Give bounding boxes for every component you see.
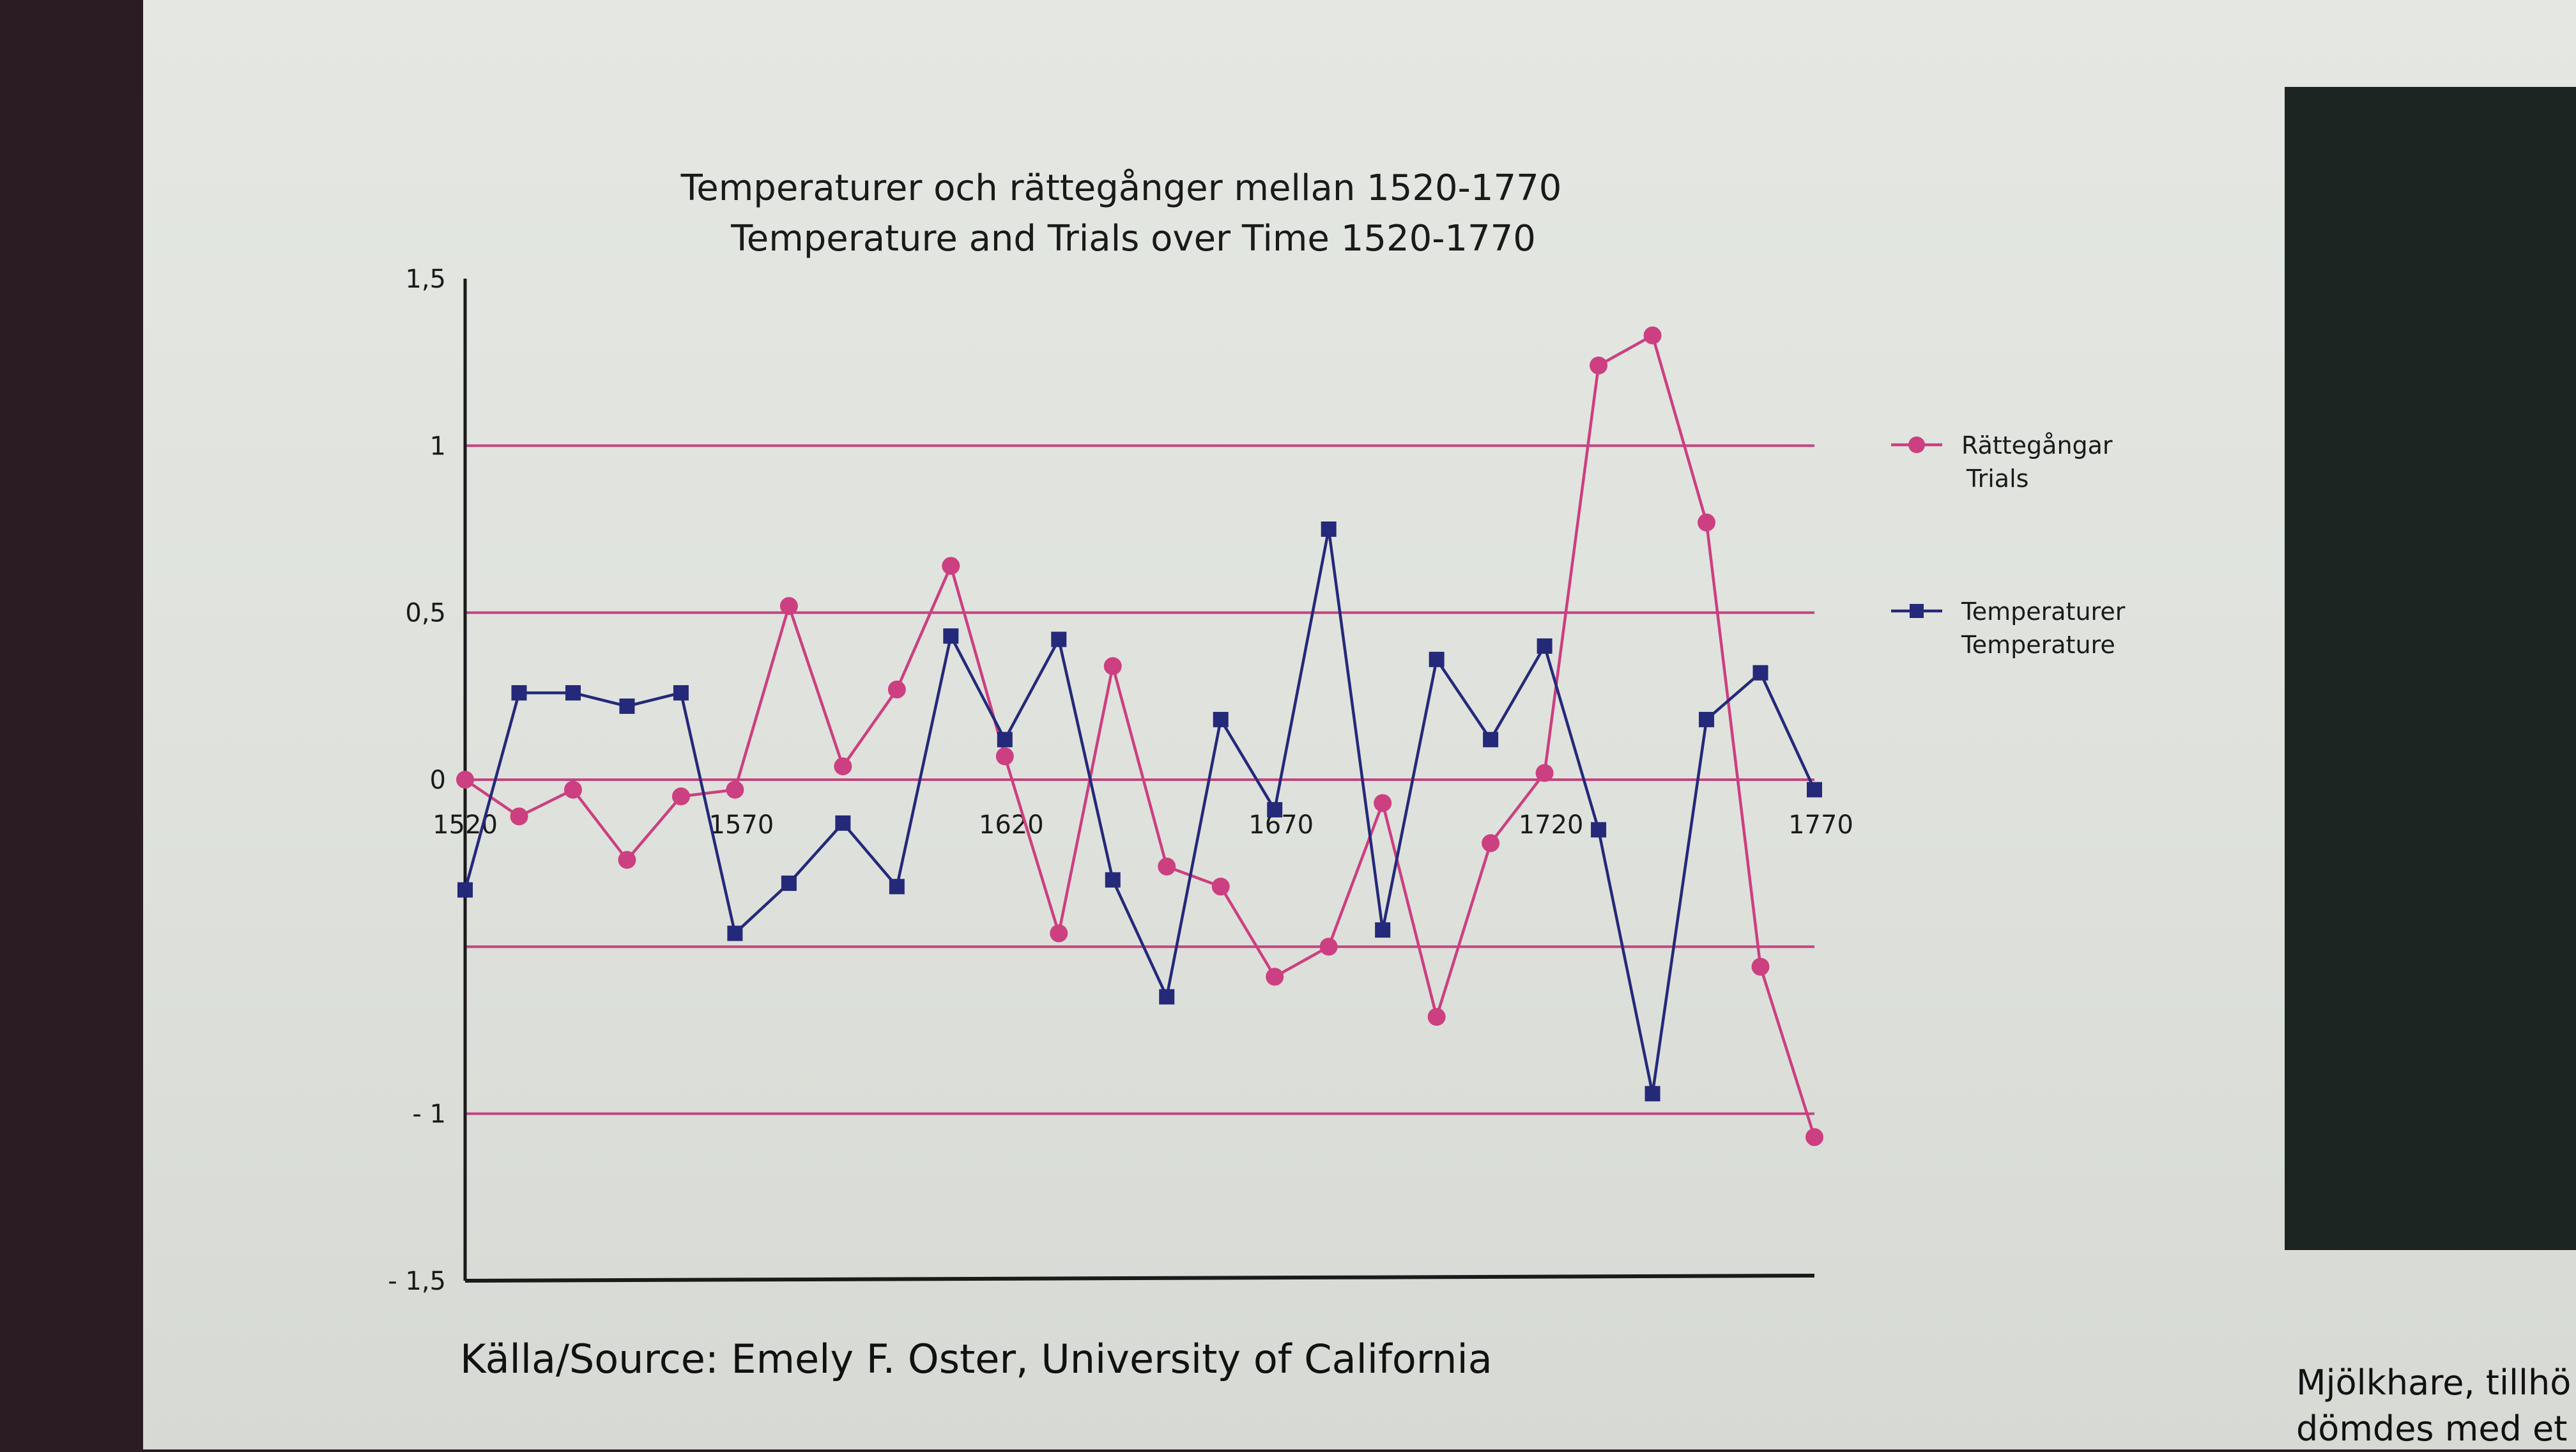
exhibit-photo — [2285, 87, 2576, 1250]
temperature-point — [1159, 989, 1175, 1005]
temperature-point — [889, 879, 905, 895]
trial-point — [456, 771, 474, 789]
trial-point — [1643, 326, 1662, 344]
chart-title: Temperaturer och rättegånger mellan 1520… — [680, 167, 1562, 209]
temperature-point — [997, 732, 1013, 748]
series-group — [456, 326, 1823, 1147]
trial-point — [564, 780, 582, 799]
trial-point — [1158, 857, 1176, 876]
source-credit: Källa/Source: Emely F. Oster, University… — [460, 1336, 1492, 1382]
series-trials — [456, 326, 1823, 1147]
temperature-point — [1051, 631, 1067, 647]
temperature-point — [1537, 638, 1552, 654]
legend: Rättegångar Trials Temperaturer Temperature — [1891, 431, 2126, 659]
y-tick-label: - 1 — [412, 1100, 446, 1129]
temperature-point — [1267, 802, 1283, 818]
trial-point — [1535, 764, 1554, 782]
x-tick-label: 1570 — [709, 810, 774, 840]
temperature-point — [1321, 521, 1337, 537]
x-tick-label: 1770 — [1788, 810, 1853, 840]
temperature-point — [565, 685, 581, 701]
trial-point — [618, 851, 636, 869]
trial-point — [1590, 356, 1608, 375]
temperature-point — [1752, 665, 1768, 681]
trial-point — [1698, 513, 1716, 532]
trial-point — [1374, 794, 1392, 812]
temperature-point — [673, 685, 689, 701]
temperature-point — [511, 685, 527, 701]
temperature-point — [1644, 1086, 1660, 1102]
legend-label: Rättegångar — [1961, 431, 2113, 460]
y-tick-label: 1 — [430, 431, 446, 461]
trial-point — [779, 597, 798, 615]
trial-point — [834, 757, 852, 776]
legend-label-en: Trials — [1966, 465, 2028, 493]
x-tick-labels: 1520 1570 1620 1670 1720 1770 — [433, 810, 1853, 840]
x-tick-label: 1620 — [979, 810, 1044, 840]
temperature-point — [1105, 872, 1121, 888]
trial-point — [726, 780, 744, 799]
caption-line: Mjölkhare, tillhö — [2296, 1363, 2572, 1403]
temperature-point — [1591, 822, 1607, 838]
temperature-point — [781, 876, 797, 892]
series-temperature — [457, 521, 1822, 1102]
gridlines — [465, 444, 1814, 1115]
temperature-point — [835, 815, 851, 831]
temperature-point — [619, 699, 635, 714]
y-tick-label: - 1,5 — [388, 1267, 446, 1296]
x-tick-label: 1720 — [1519, 810, 1584, 840]
series-line — [463, 527, 1816, 1095]
trial-point — [510, 807, 528, 826]
trial-point — [1427, 1008, 1446, 1026]
y-tick-label: 0,5 — [405, 599, 446, 628]
y-tick-label: 1,5 — [405, 265, 446, 294]
trial-point — [995, 747, 1014, 766]
trial-point — [671, 787, 690, 806]
y-tick-label: 0 — [430, 766, 446, 795]
trial-point — [942, 557, 960, 575]
temperature-point — [1699, 711, 1715, 727]
poster-board — [143, 0, 2576, 1449]
temperature-point — [457, 882, 473, 898]
trial-point — [887, 680, 906, 699]
trial-point — [1319, 938, 1338, 956]
temperature-point — [1483, 732, 1499, 748]
temperature-point — [1375, 922, 1391, 938]
x-axis — [464, 1274, 1815, 1283]
photo-caption: Mjölkhare, tillhö dömdes med et — [2296, 1360, 2576, 1452]
legend-item-temperature: Temperaturer Temperature — [1891, 598, 2126, 659]
chart-subtitle: Temperature and Trials over Time 1520-17… — [730, 218, 1536, 259]
trial-point — [1050, 924, 1068, 943]
legend-item-trials: Rättegångar Trials — [1891, 431, 2113, 493]
temperature-point — [1807, 782, 1822, 798]
legend-label: Temperaturer — [1961, 598, 2126, 626]
temperature-point — [943, 628, 959, 644]
trial-point — [1751, 957, 1770, 976]
legend-marker — [1910, 604, 1924, 618]
trial-point — [1103, 657, 1122, 676]
legend-marker — [1908, 436, 1925, 453]
legend-label-en: Temperature — [1961, 631, 2115, 659]
y-tick-labels: 1,5 1 0,5 0 - 1 - 1,5 — [388, 265, 446, 1296]
trial-point — [1211, 877, 1230, 896]
trial-point — [1805, 1128, 1823, 1147]
temperature-point — [727, 925, 743, 941]
caption-line: dömdes med et — [2296, 1409, 2568, 1449]
x-tick-label: 1520 — [433, 810, 498, 840]
trial-point — [1482, 834, 1500, 853]
trial-point — [1266, 968, 1284, 986]
series-line — [464, 334, 1816, 1138]
temperature-point — [1429, 651, 1445, 667]
temperature-point — [1213, 711, 1229, 727]
